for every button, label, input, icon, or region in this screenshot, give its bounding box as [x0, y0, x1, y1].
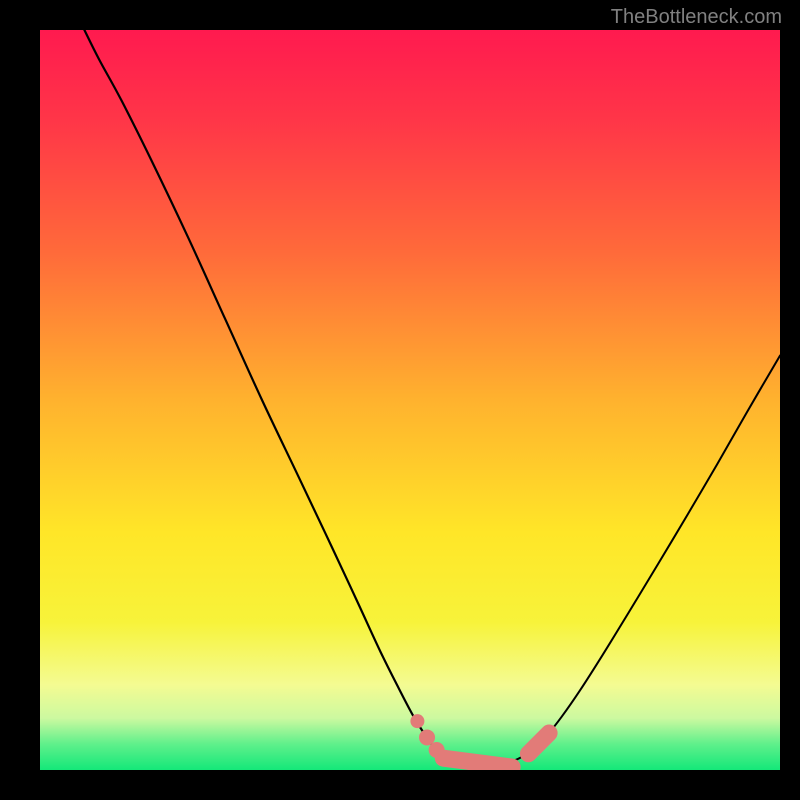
plot-svg: [40, 30, 780, 770]
watermark-text: TheBottleneck.com: [611, 6, 782, 29]
overlay-dot-0: [410, 714, 424, 728]
overlay-dot-1: [419, 729, 435, 745]
bottleneck-chart: TheBottleneck.com: [0, 0, 800, 800]
gradient-background: [40, 30, 780, 770]
overlay-dot-2: [429, 742, 445, 758]
overlay-bar-0: [443, 758, 512, 767]
